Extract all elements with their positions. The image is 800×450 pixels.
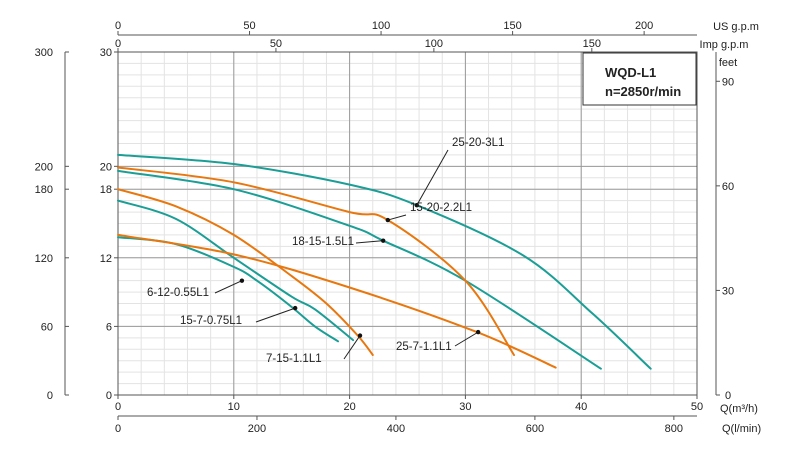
us-gpm-tick-label: 150 [503,20,521,32]
annotation-leader [343,335,361,360]
outer-left-tick-label: 300 [35,47,53,59]
q-lmin-tick-label: 200 [248,423,266,435]
annotation-dot [380,238,386,243]
curve-18-15-1.5L1 [117,169,602,370]
curve-label-7-15-1.1L1: 7-15-1.1L1 [266,353,322,365]
annotation-dot [414,203,419,208]
model-box-frame [582,52,697,106]
q-m3h-tick-label: 20 [343,401,355,413]
feet-axis-label: feet [719,57,737,69]
head-m-tick-label: 30 [100,47,112,59]
annotation-leader [355,240,384,244]
head-m-tick-label: 18 [100,184,112,196]
annotation-leader [454,331,479,347]
annotation-layer: 25-20-3L1 15-20-2.2L1 18-15-1.5L1 6-12-0.55… [147,137,504,365]
q-m3h-axis-label-text: Q(m³/h) [720,403,758,415]
annotation-leader [416,149,449,206]
model-box: WQD-L1 n=2850r/min [582,52,697,106]
us-gpm-tick-label: 50 [243,20,255,32]
plot-frame [117,51,698,396]
q-m3h-axis-label: Q(m³/h) [720,403,758,415]
q-lmin-tick-label: 600 [526,423,544,435]
head-m-tick-label: 6 [106,321,112,333]
outer-left-tick-label: 200 [35,161,53,173]
q-lmin-tick-label: 0 [115,423,121,435]
head-m-tick-label: 12 [100,253,112,265]
outer-left-tick-label: 120 [35,253,53,265]
curve-15-20-2.2L1 [117,166,515,356]
q-lmin-tick-label: 400 [387,423,405,435]
imp-gpm-tick-label: 50 [270,38,282,50]
curve-label-18-15-1.5L1: 18-15-1.5L1 [292,236,354,248]
curve-label-6-12-0.55L1: 6-12-0.55L1 [147,287,209,299]
us-gpm-axis-label: US g.p.m [713,21,759,33]
head-m-tick-label: 20 [100,161,112,173]
curve-label-15-7-0.75L1: 15-7-0.75L1 [180,315,242,327]
us-gpm-tick-label: 0 [115,20,121,32]
model-speed: n=2850r/min [605,84,681,99]
imp-gpm-tick-label: 100 [425,38,443,50]
us-gpm-tick-label: 100 [372,20,390,32]
curve-15-7-0.75L1 [117,199,355,342]
annotation-dot [239,278,245,283]
feet-tick-label: 60 [722,181,734,193]
q-lmin-axis-label: Q(l/min) [722,423,761,435]
feet-tick-label: 0 [725,390,731,402]
us-gpm-tick-label: 200 [635,20,653,32]
imp-gpm-axis-label: Imp g.p.m [700,39,749,51]
annotation-dot [475,329,481,335]
outer-left-tick-label: 180 [35,184,53,196]
annotation-leader [255,307,296,323]
q-m3h-tick-label: 0 [115,401,121,413]
annotation-leader [214,280,243,294]
q-m3h-tick-label: 50 [691,401,703,413]
outer-left-tick-label: 0 [47,390,53,402]
head-m-tick-label: 0 [106,390,112,402]
q-m3h-tick-label: 30 [459,401,471,413]
feet-tick-label: 30 [722,285,734,297]
imp-gpm-tick-label: 0 [115,38,121,50]
q-m3h-tick-label: 10 [228,401,240,413]
outer-left-tick-label: 60 [41,321,53,333]
curve-25-7-1.1L1 [117,233,557,369]
imp-gpm-tick-label: 150 [583,38,601,50]
q-lmin-tick-label: 800 [665,423,683,435]
model-title: WQD-L1 [605,65,656,80]
curve-7-15-1.1L1 [117,188,374,356]
major-grid [118,52,697,395]
q-m3h-tick-label: 40 [575,401,587,413]
curve-label-25-7-1.1L1: 25-7-1.1L1 [396,341,452,353]
curve-label-15-20-2.2L1: 15-20-2.2L1 [410,202,472,214]
annotation-leader [387,214,407,221]
annotation-dot [292,305,298,311]
annotation-dot [385,217,391,223]
annotation-dot [357,333,363,338]
feet-tick-label: 90 [722,76,734,88]
curve-label-25-20-3L1: 25-20-3L1 [452,137,504,149]
